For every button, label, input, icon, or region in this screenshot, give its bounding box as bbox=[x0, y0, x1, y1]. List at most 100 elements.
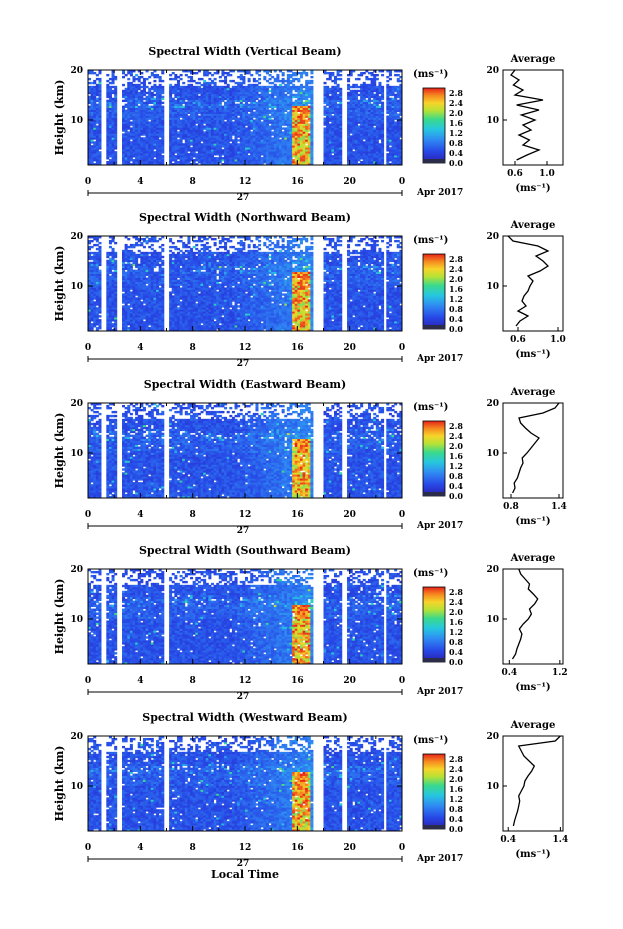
heatmap-cell bbox=[268, 77, 272, 81]
heatmap-cell bbox=[93, 243, 97, 247]
heatmap-cell bbox=[93, 151, 97, 154]
heatmap-cell bbox=[307, 85, 311, 89]
heatmap-cell bbox=[90, 113, 94, 116]
heatmap-cell bbox=[362, 81, 366, 85]
heatmap-cell bbox=[98, 113, 102, 116]
heatmap-cell bbox=[106, 137, 110, 140]
heatmap-cell bbox=[279, 79, 283, 83]
heatmap-cell bbox=[108, 105, 112, 109]
heatmap-cell bbox=[142, 133, 146, 136]
heatmap-cell bbox=[108, 145, 112, 148]
heatmap-cell bbox=[132, 95, 136, 99]
heatmap-cell bbox=[127, 141, 131, 144]
heatmap-cell bbox=[386, 75, 390, 79]
heatmap-cell bbox=[190, 147, 194, 150]
heatmap-cell bbox=[95, 137, 99, 140]
heatmap-cell bbox=[218, 85, 222, 89]
heatmap-cell bbox=[111, 97, 115, 101]
heatmap-cell bbox=[106, 145, 110, 148]
heatmap-cell bbox=[294, 93, 298, 97]
heatmap-cell bbox=[95, 155, 99, 158]
heatmap-cell bbox=[129, 93, 133, 97]
heatmap-cell bbox=[375, 77, 379, 81]
heatmap-cell bbox=[150, 93, 154, 97]
heatmap-cell bbox=[289, 79, 293, 83]
heatmap-cell bbox=[208, 81, 212, 85]
heatmap-cell bbox=[357, 125, 361, 128]
heatmap-cell bbox=[362, 71, 366, 75]
heatmap-cell bbox=[137, 77, 141, 81]
heatmap-cell bbox=[153, 105, 157, 109]
heatmap-cell bbox=[142, 113, 146, 116]
heatmap-cell bbox=[252, 111, 256, 114]
heatmap-cell bbox=[93, 81, 97, 85]
heatmap-cell bbox=[137, 163, 141, 166]
heatmap-cell bbox=[140, 133, 144, 136]
heatmap-cell bbox=[106, 99, 110, 103]
heatmap-cell bbox=[108, 143, 112, 146]
heatmap-cell bbox=[90, 149, 94, 152]
heatmap-cell bbox=[132, 89, 136, 93]
heatmap-cell bbox=[153, 117, 157, 120]
heatmap-cell bbox=[268, 109, 272, 112]
heatmap-cell bbox=[297, 77, 301, 81]
heatmap-cell bbox=[88, 151, 92, 154]
heatmap-cell bbox=[161, 79, 165, 83]
heatmap-cell bbox=[132, 123, 136, 126]
heatmap-cell bbox=[114, 85, 118, 89]
heatmap-cell bbox=[95, 159, 99, 162]
heatmap-cell bbox=[88, 145, 92, 148]
heatmap-cell bbox=[156, 95, 160, 99]
heatmap-cell bbox=[276, 73, 280, 77]
heatmap-cell bbox=[158, 161, 162, 164]
heatmap-cell bbox=[129, 129, 133, 132]
heatmap-cell bbox=[95, 131, 99, 134]
heatmap-cell bbox=[111, 105, 115, 109]
heatmap-cell bbox=[284, 113, 288, 116]
heatmap-cell bbox=[145, 145, 149, 148]
heatmap-cell bbox=[137, 117, 141, 120]
heatmap-cell bbox=[106, 151, 110, 154]
heatmap-cell bbox=[111, 123, 115, 126]
heatmap-cell bbox=[153, 155, 157, 158]
heatmap-cell bbox=[145, 85, 149, 89]
heatmap-cell bbox=[127, 157, 131, 160]
heatmap-cell bbox=[98, 135, 102, 138]
heatmap-cell bbox=[200, 143, 204, 146]
heatmap-cell bbox=[171, 97, 175, 101]
y-tick-label: 10 bbox=[70, 116, 83, 126]
heatmap-cell bbox=[148, 99, 152, 103]
heatmap-cell bbox=[122, 133, 126, 136]
heatmap-cell bbox=[122, 107, 126, 110]
heatmap-cell bbox=[331, 79, 335, 83]
heatmap-cell bbox=[370, 103, 374, 107]
heatmap-cell bbox=[140, 107, 144, 110]
heatmap-cell bbox=[95, 91, 99, 95]
heatmap-cell bbox=[354, 83, 358, 87]
heatmap-cell bbox=[98, 101, 102, 105]
heatmap-cell bbox=[148, 139, 152, 142]
heatmap-cell bbox=[132, 75, 136, 79]
heatmap-cell bbox=[90, 157, 94, 160]
heatmap-cell bbox=[281, 131, 285, 134]
heatmap-cell bbox=[156, 123, 160, 126]
heatmap-cell bbox=[289, 73, 293, 77]
heatmap-cell bbox=[114, 95, 118, 99]
heatmap-cell bbox=[132, 161, 136, 164]
heatmap-cell bbox=[127, 163, 131, 166]
profile-x-tick-label: 1.0 bbox=[539, 169, 555, 179]
heatmap-cell bbox=[106, 87, 110, 91]
heatmap-cell bbox=[93, 101, 97, 105]
heatmap-cell bbox=[331, 115, 335, 118]
heatmap-cell bbox=[153, 101, 157, 105]
heatmap-cell bbox=[88, 143, 92, 146]
heatmap-cell bbox=[378, 143, 382, 146]
heatmap-cell bbox=[140, 105, 144, 109]
heatmap-cell bbox=[135, 145, 139, 148]
heatmap-cell bbox=[148, 151, 152, 154]
heatmap-cell bbox=[137, 107, 141, 110]
heatmap-cell bbox=[156, 149, 160, 152]
heatmap-cell bbox=[148, 149, 152, 152]
heatmap-cell bbox=[137, 113, 141, 116]
heatmap-cell bbox=[336, 77, 340, 81]
